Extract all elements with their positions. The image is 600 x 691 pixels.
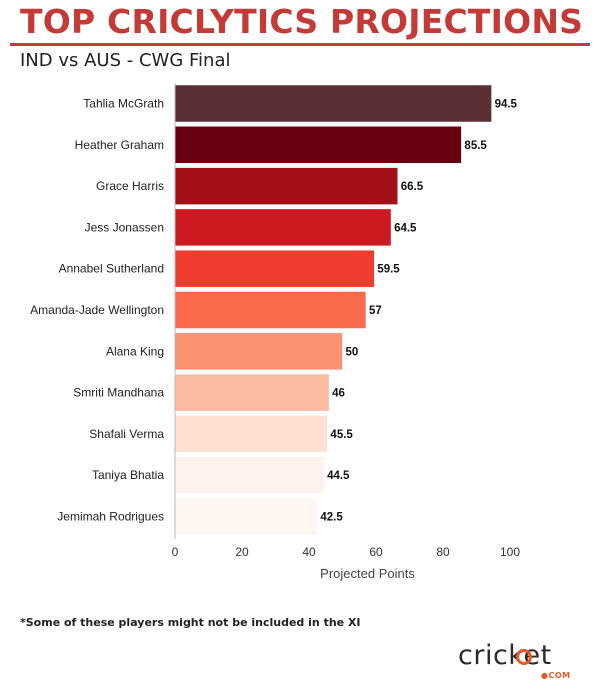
category-label: Alana King: [106, 344, 164, 358]
x-tick-label: 80: [436, 545, 450, 559]
x-tick-label: 40: [302, 545, 316, 559]
logo-domain: ●COM: [541, 671, 571, 680]
x-tick-label: 20: [235, 545, 249, 559]
category-label: Heather Graham: [75, 138, 164, 152]
logo-wordmark: cricket: [458, 640, 552, 671]
data-label: 44.5: [327, 470, 350, 482]
x-tick-label: 60: [369, 545, 383, 559]
data-label: 59.5: [377, 264, 400, 276]
data-label: 57: [369, 305, 382, 317]
category-label: Jemimah Rodrigues: [57, 510, 164, 524]
category-label: Annabel Sutherland: [59, 262, 164, 276]
bar: [174, 456, 325, 494]
cricket-ball-icon: [516, 649, 532, 665]
category-label: Grace Harris: [96, 179, 164, 193]
data-label: 50: [346, 346, 359, 358]
bar: [174, 291, 367, 329]
bar: [174, 249, 375, 288]
data-label: 46: [332, 388, 345, 400]
bar: [174, 415, 328, 453]
category-label: Shafali Verma: [89, 427, 164, 441]
bar: [174, 373, 330, 412]
category-label: Smriti Mandhana: [73, 386, 164, 400]
x-tick-label: 100: [500, 545, 520, 559]
category-label: Taniya Bhatia: [92, 468, 164, 482]
data-label: 45.5: [330, 429, 353, 441]
data-label: 94.5: [495, 99, 518, 111]
category-label: Jess Jonassen: [85, 220, 164, 234]
bar: [174, 332, 343, 371]
data-label: 42.5: [320, 512, 343, 524]
x-tick-label: 0: [172, 545, 179, 559]
x-axis-title: Projected Points: [320, 566, 415, 581]
chart-subtitle: IND vs AUS - CWG Final: [20, 50, 231, 71]
data-label: 66.5: [401, 181, 424, 193]
category-label: Tahlia McGrath: [83, 97, 164, 111]
cricket-com-logo: cricket ●COM: [458, 640, 578, 684]
bar-chart: Tahlia McGrath 94.5 Heather Graham 85.5 Grac…: [30, 83, 520, 581]
bar: [174, 167, 399, 205]
data-label: 64.5: [394, 222, 417, 234]
data-label: 85.5: [464, 140, 487, 152]
category-label: Amanda-Jade Wellington: [30, 303, 164, 317]
bar: [174, 208, 392, 247]
bar: [174, 84, 492, 123]
footnote: *Some of these players might not be incl…: [20, 616, 361, 629]
page-title: TOP CRICLYTICS PROJECTIONS: [20, 2, 584, 41]
bar: [174, 497, 318, 536]
title-divider: [10, 43, 590, 46]
bar: [174, 126, 462, 164]
